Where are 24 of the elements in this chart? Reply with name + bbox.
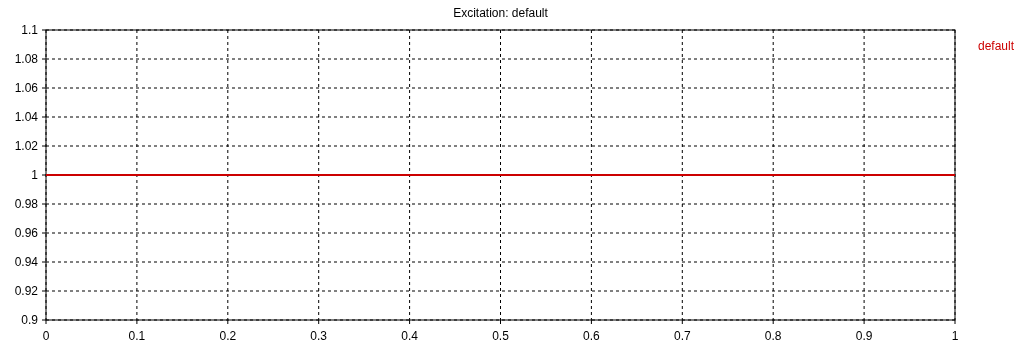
x-tick-label: 0.8 xyxy=(764,329,782,343)
x-tick-label: 0.7 xyxy=(673,329,691,343)
x-tick-label: 0.2 xyxy=(219,329,237,343)
x-tick-label: 0 xyxy=(42,329,50,343)
y-tick-label: 1.06 xyxy=(14,81,39,95)
x-tick-label: 0.1 xyxy=(128,329,146,343)
chart-title: Excitation: default xyxy=(453,6,549,20)
y-tick-label: 1.02 xyxy=(14,139,39,153)
x-tick-label: 1 xyxy=(951,329,959,343)
x-tick-label: 0.5 xyxy=(492,329,510,343)
y-tick-label: 0.9 xyxy=(21,313,39,327)
y-tick-label: 0.92 xyxy=(14,284,39,298)
y-tick-label: 1.08 xyxy=(14,52,39,66)
x-tick-label: 0.9 xyxy=(855,329,873,343)
y-tick-label: 1 xyxy=(31,168,39,182)
y-tick-label: 0.96 xyxy=(14,226,39,240)
y-tick-label: 0.98 xyxy=(14,197,39,211)
text: default xyxy=(977,39,1015,53)
x-tick-label: 0.6 xyxy=(583,329,601,343)
x-tick-label: 0.4 xyxy=(401,329,419,343)
y-tick-label: 1.04 xyxy=(14,110,39,124)
x-tick-label: 0.3 xyxy=(310,329,328,343)
y-tick-label: 0.94 xyxy=(14,255,39,269)
y-tick-label: 1.1 xyxy=(21,23,39,37)
